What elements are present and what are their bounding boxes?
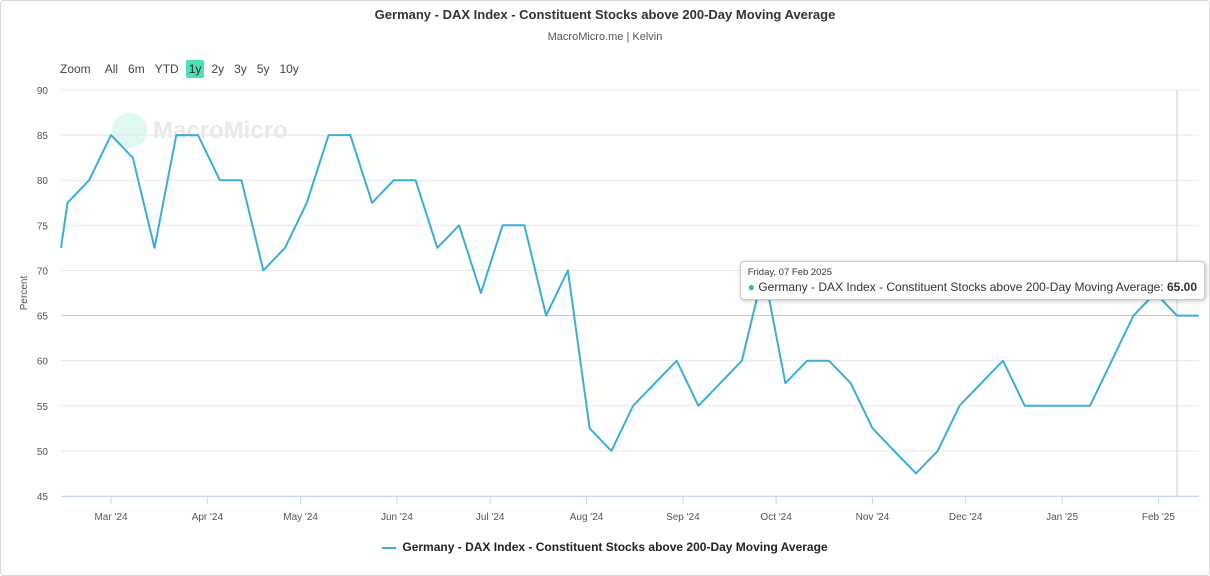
data-point [239, 178, 244, 183]
x-tick-label: Jul '24 [476, 512, 505, 523]
x-tick-label: Nov '24 [856, 512, 890, 523]
data-point [500, 223, 505, 228]
y-tick-label: 70 [37, 266, 49, 277]
chart-title: Germany - DAX Index - Constituent Stocks… [374, 7, 836, 22]
data-point [1175, 313, 1180, 318]
range-3y-button[interactable]: 3y [234, 62, 247, 76]
data-point [478, 291, 483, 296]
data-point [935, 448, 940, 453]
data-point [913, 471, 918, 476]
data-point [957, 403, 962, 408]
y-tick-label: 65 [37, 312, 49, 323]
y-tick-label: 55 [37, 402, 49, 413]
range-selector: Zoom All 6m YTD 1y 2y 3y 5y 10y [57, 60, 306, 78]
tooltip-value: 65.00 [1166, 280, 1197, 294]
data-point [1109, 358, 1114, 363]
data-point [65, 200, 70, 205]
x-tick-label: Dec '24 [949, 512, 983, 523]
data-point [348, 133, 353, 138]
y-tick-label: 90 [37, 86, 49, 97]
data-point [1000, 358, 1005, 363]
data-point [848, 381, 853, 386]
y-tick-label: 75 [37, 221, 49, 232]
legend-line-icon [382, 546, 397, 549]
x-tick-label: Jun '24 [381, 512, 413, 523]
chart-subtitle: MacroMicro.me | Kelvin [547, 31, 663, 43]
tooltip-series: Germany - DAX Index - Constituent Stocks… [758, 280, 1161, 294]
data-point [1022, 403, 1027, 408]
y-axis-title: Percent [19, 276, 30, 311]
data-point [783, 381, 788, 386]
data-point [631, 403, 636, 408]
y-tick-label: 60 [37, 357, 49, 368]
data-point [1066, 403, 1071, 408]
tooltip: Friday, 07 Feb 2025 ● Germany - DAX Inde… [739, 261, 1205, 300]
data-point [457, 223, 462, 228]
data-point [979, 381, 984, 386]
legend-label: Germany - DAX Index - Constituent Stocks… [402, 540, 828, 554]
x-tick-label: Apr '24 [192, 512, 224, 523]
x-tick-label: May '24 [283, 512, 318, 523]
zoom-label: Zoom [60, 62, 91, 76]
data-point [892, 448, 897, 453]
data-point [174, 133, 179, 138]
x-tick-label: Aug '24 [570, 512, 604, 523]
legend-item[interactable]: Germany - DAX Index - Constituent Stocks… [1, 540, 1209, 554]
range-2y-button[interactable]: 2y [211, 62, 225, 76]
y-tick-label: 85 [37, 131, 49, 142]
data-point [130, 155, 135, 160]
range-1y-button[interactable]: 1y [185, 60, 205, 78]
data-point [370, 200, 375, 205]
y-tick-label: 50 [37, 447, 49, 458]
data-point [544, 313, 549, 318]
range-10y-button[interactable]: 10y [279, 62, 299, 76]
data-point [870, 426, 875, 431]
data-point [522, 223, 527, 228]
data-point [674, 358, 679, 363]
x-tick-label: Jan '25 [1046, 512, 1078, 523]
range-ytd-button[interactable]: YTD [154, 62, 179, 76]
data-point [391, 178, 396, 183]
data-point [587, 426, 592, 431]
data-point [1044, 403, 1049, 408]
x-tick-label: Feb '25 [1142, 512, 1175, 523]
data-point [1088, 403, 1093, 408]
range-6m-button[interactable]: 6m [128, 62, 145, 76]
data-point [805, 358, 810, 363]
data-point [696, 403, 701, 408]
data-point [152, 245, 157, 250]
watermark-logo: MacroMicro [112, 113, 288, 148]
series-dot-icon: ● [747, 280, 755, 294]
data-point [652, 381, 657, 386]
data-point [435, 245, 440, 250]
data-point [217, 178, 222, 183]
tooltip-date: Friday, 07 Feb 2025 [747, 267, 833, 278]
data-point [109, 133, 114, 138]
data-point [609, 448, 614, 453]
range-5y-button[interactable]: 5y [256, 62, 270, 76]
data-point [565, 268, 570, 273]
data-point [87, 178, 92, 183]
data-point [261, 268, 266, 273]
data-point [326, 133, 331, 138]
data-point [304, 200, 309, 205]
data-point [413, 178, 418, 183]
data-point [718, 381, 723, 386]
x-tick-label: Sep '24 [666, 512, 700, 523]
range-all-button[interactable]: All [104, 62, 119, 76]
x-tick-label: Oct '24 [760, 512, 792, 523]
data-point [196, 133, 201, 138]
y-tick-label: 80 [37, 176, 49, 187]
y-tick-label: 45 [37, 492, 49, 503]
data-point [1131, 313, 1136, 318]
x-tick-label: Mar '24 [94, 512, 127, 523]
data-point [1196, 313, 1201, 318]
data-point [826, 358, 831, 363]
data-point [739, 358, 744, 363]
series-line [60, 134, 1199, 475]
data-point [283, 245, 288, 250]
